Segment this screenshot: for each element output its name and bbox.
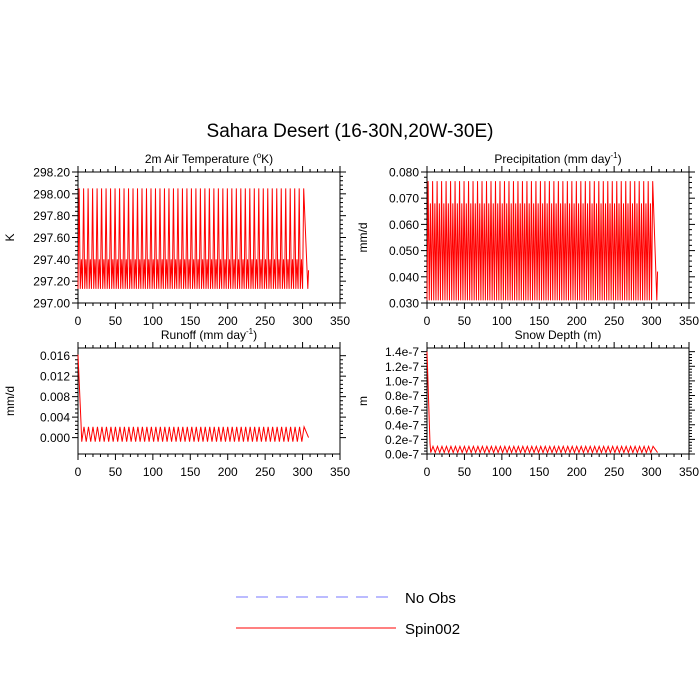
figure-title: Sahara Desert (16-30N,20W-30E) [207, 121, 494, 142]
y-tick-label: 0.012 [40, 370, 70, 384]
y-tick-label: 297.80 [33, 209, 70, 223]
y-tick-label: 0.004 [40, 411, 70, 425]
x-tick-label: 250 [255, 314, 275, 328]
y-tick-label: 1.2e-7 [385, 360, 419, 374]
y-tick-label: 0.050 [389, 244, 419, 258]
y-tick-label: 0.8e-7 [385, 389, 419, 403]
y-tick-label: 0.0e-7 [385, 448, 419, 462]
y-axis-label: m [356, 396, 370, 406]
y-tick-label: 0.000 [40, 431, 70, 445]
x-tick-label: 200 [218, 314, 238, 328]
x-tick-label: 0 [424, 465, 431, 479]
x-tick-label: 0 [75, 314, 82, 328]
y-tick-label: 297.20 [33, 275, 70, 289]
panel-runoff: 0 50 100 150 200 250 300 350 0.000 0.004 0.008 0.01… [3, 327, 350, 479]
x-tick-label: 300 [642, 465, 662, 479]
y-tick-label: 0.060 [389, 218, 419, 232]
x-tick-label: 350 [679, 465, 699, 479]
y-tick-label: 297.40 [33, 253, 70, 267]
x-tick-label: 0 [424, 314, 431, 328]
x-tick-label: 250 [604, 465, 624, 479]
x-tick-label: 0 [75, 465, 82, 479]
x-tick-label: 250 [604, 314, 624, 328]
y-tick-label: 1.0e-7 [385, 374, 419, 388]
legend-label-spin002: Spin002 [405, 621, 460, 638]
series-line-spin002 [426, 351, 658, 455]
x-tick-label: 150 [180, 465, 200, 479]
y-tick-label: 0.6e-7 [385, 404, 419, 418]
y-tick-label: 0.070 [389, 192, 419, 206]
x-tick-label: 150 [529, 314, 549, 328]
x-tick-label: 150 [529, 465, 549, 479]
legend: No Obs Spin002 [236, 590, 460, 638]
x-tick-label: 200 [567, 465, 587, 479]
x-tick-label: 50 [458, 465, 472, 479]
legend-label-no-obs: No Obs [405, 590, 456, 607]
panel-title: Precipitation (mm day-1) [494, 151, 621, 166]
x-tick-label: 50 [109, 314, 123, 328]
panel-precipitation: 0 50 100 150 200 250 300 350 0.030 0.040 0.050 0.06… [356, 151, 699, 328]
series-line-spin002 [426, 181, 659, 301]
x-tick-label: 350 [330, 314, 350, 328]
x-tick-label: 350 [330, 465, 350, 479]
x-tick-label: 100 [492, 465, 512, 479]
y-tick-label: 0.030 [389, 297, 419, 311]
y-tick-label: 0.040 [389, 270, 419, 284]
y-tick-label: 1.4e-7 [385, 345, 419, 359]
y-tick-label: 298.00 [33, 187, 70, 201]
x-tick-label: 100 [143, 314, 163, 328]
x-tick-label: 200 [567, 314, 587, 328]
plot-frame [426, 171, 690, 304]
x-tick-label: 100 [143, 465, 163, 479]
x-tick-label: 250 [255, 465, 275, 479]
y-tick-label: 0.2e-7 [385, 433, 419, 447]
panel-snow-depth: 0 50 100 150 200 250 300 3500.0e-70.2e-70.4e-70… [356, 328, 699, 479]
x-tick-label: 350 [679, 314, 699, 328]
panel-title: 2m Air Temperature (oK) [145, 151, 273, 166]
y-axis-label: mm/d [3, 386, 17, 416]
y-axis-label: mm/d [356, 223, 370, 253]
x-tick-label: 200 [218, 465, 238, 479]
x-tick-label: 100 [492, 314, 512, 328]
series-line-spin002 [77, 188, 310, 289]
x-tick-label: 300 [293, 314, 313, 328]
y-tick-label: 0.4e-7 [385, 418, 419, 432]
panel-title: Snow Depth (m) [515, 328, 602, 342]
y-tick-label: 0.008 [40, 390, 70, 404]
series-line-spin002 [77, 354, 310, 442]
x-tick-label: 300 [642, 314, 662, 328]
x-tick-label: 150 [180, 314, 200, 328]
panel-title: Runoff (mm day-1) [161, 327, 257, 342]
y-tick-label: 297.00 [33, 297, 70, 311]
y-tick-label: 0.016 [40, 349, 70, 363]
x-tick-label: 50 [458, 314, 472, 328]
y-tick-label: 297.60 [33, 231, 70, 245]
y-axis-label: K [3, 233, 17, 241]
y-tick-label: 0.080 [389, 166, 419, 180]
plot-frame [426, 347, 690, 455]
x-tick-label: 50 [109, 465, 123, 479]
x-tick-label: 300 [293, 465, 313, 479]
panel-air-temperature: 0 50 100 150 200 250 300 350 297.00 297.20 297.40 2… [3, 151, 350, 328]
y-tick-label: 298.20 [33, 166, 70, 180]
